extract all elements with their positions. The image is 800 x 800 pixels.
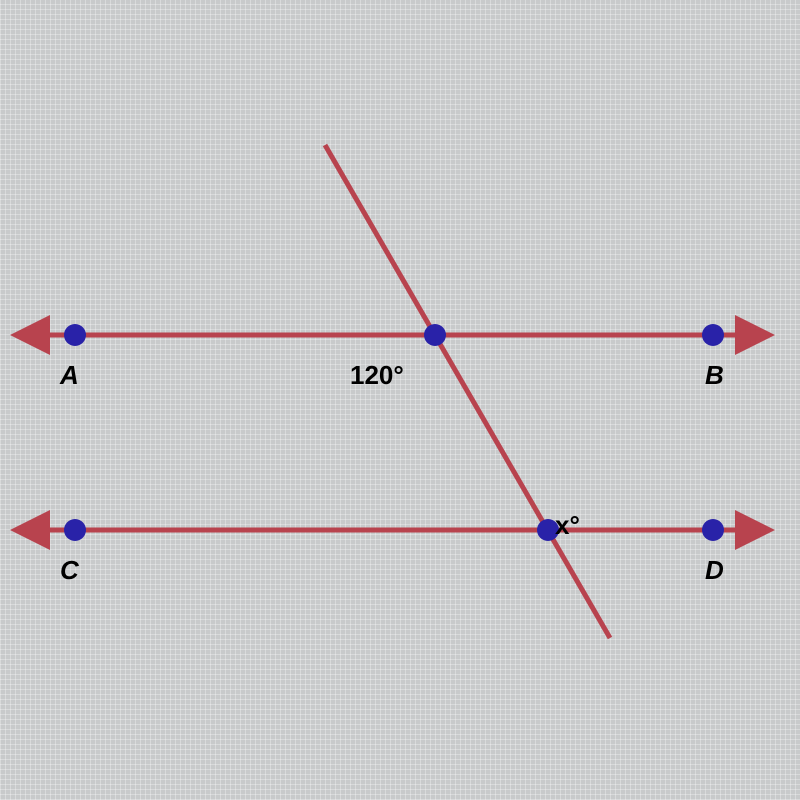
point-label-a: A: [60, 360, 79, 391]
point-label-d: D: [705, 555, 724, 586]
point-b: [702, 324, 724, 346]
transversal-line: [325, 145, 610, 638]
point-d: [702, 519, 724, 541]
point-a: [64, 324, 86, 346]
point-c: [64, 519, 86, 541]
angle-label-120: 120°: [350, 360, 404, 391]
point-label-c: C: [60, 555, 79, 586]
angle-label-x: x°: [555, 510, 580, 541]
geometry-diagram: [0, 0, 800, 800]
intersection-upper: [424, 324, 446, 346]
point-label-b: B: [705, 360, 724, 391]
